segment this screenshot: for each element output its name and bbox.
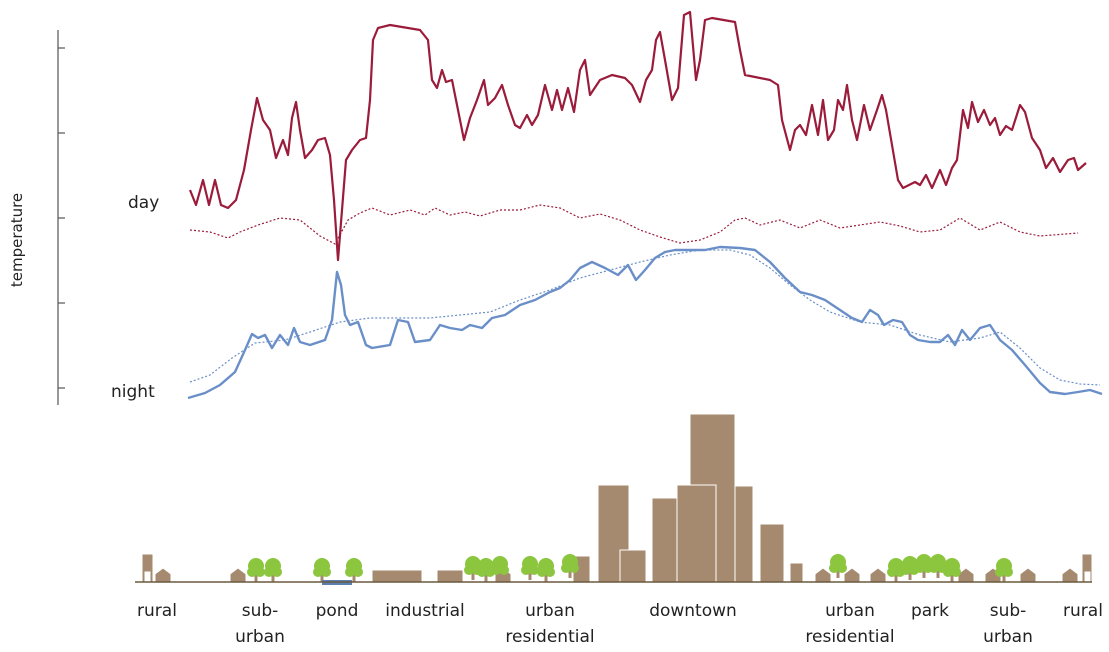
series-label: day — [128, 193, 159, 213]
y-axis — [57, 30, 65, 405]
day-average-curve — [189, 204, 1079, 245]
zone-label: park — [911, 601, 949, 621]
y-axis-label: temperature — [8, 193, 26, 287]
zone-label: urban — [525, 601, 575, 621]
series-label: night — [111, 382, 155, 402]
zone-label: sub- — [990, 601, 1027, 621]
night-curve — [187, 245, 1103, 400]
zone-label: rural — [137, 601, 177, 621]
zone-label: residential — [805, 627, 894, 647]
zone-label: residential — [505, 627, 594, 647]
night-average-curve — [189, 249, 1101, 386]
day-curve — [188, 10, 1087, 262]
skyline — [141, 413, 1093, 583]
zone-label: industrial — [385, 601, 464, 621]
zone-label: urban — [983, 627, 1033, 647]
zone-labels: rural sub- urban pond industrial urban r… — [137, 601, 1103, 647]
zone-label: urban — [825, 601, 875, 621]
zone-label: sub- — [242, 601, 279, 621]
zone-label: downtown — [649, 601, 737, 621]
zone-label: urban — [235, 627, 285, 647]
zone-label: pond — [316, 601, 359, 621]
zone-label: rural — [1063, 601, 1103, 621]
